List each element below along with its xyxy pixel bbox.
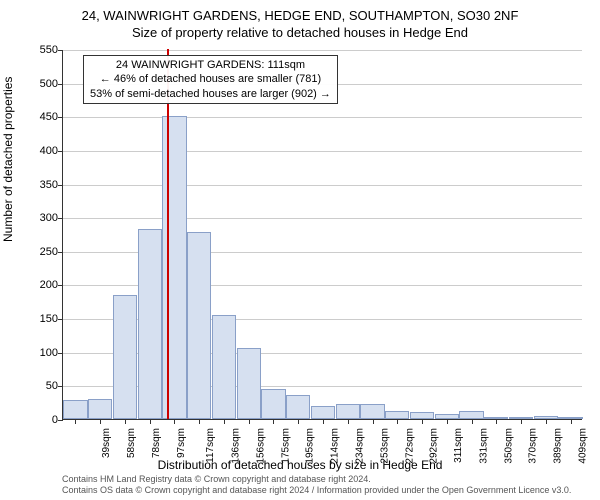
bar: [261, 389, 285, 419]
x-tick-label: 272sqm: [404, 428, 415, 464]
x-tick-mark: [273, 419, 274, 424]
bar: [286, 395, 310, 419]
x-tick-label: 370sqm: [528, 428, 539, 464]
x-tick-mark: [100, 419, 101, 424]
x-tick-label: 156sqm: [256, 428, 267, 464]
bar: [435, 414, 459, 419]
x-tick-label: 234sqm: [355, 428, 366, 464]
bar: [509, 417, 533, 419]
y-tick-label: 200: [28, 279, 58, 291]
x-tick-mark: [249, 419, 250, 424]
x-tick-mark: [150, 419, 151, 424]
x-tick-label: 195sqm: [305, 428, 316, 464]
x-tick-mark: [125, 419, 126, 424]
x-tick-mark: [546, 419, 547, 424]
bar: [484, 417, 508, 419]
x-tick-mark: [199, 419, 200, 424]
bar: [534, 416, 558, 419]
y-tick-label: 50: [28, 380, 58, 392]
bar: [113, 295, 137, 419]
bar: [336, 404, 360, 419]
y-tick-label: 550: [28, 44, 58, 56]
annotation-box: 24 WAINWRIGHT GARDENS: 111sqm ← 46% of d…: [83, 55, 338, 104]
y-tick-label: 300: [28, 212, 58, 224]
x-tick-mark: [571, 419, 572, 424]
footer-line2: Contains OS data © Crown copyright and d…: [62, 485, 571, 496]
y-tick-mark: [58, 420, 63, 421]
gridline: [63, 50, 582, 51]
x-tick-mark: [224, 419, 225, 424]
y-tick-label: 400: [28, 145, 58, 157]
x-tick-mark: [422, 419, 423, 424]
y-tick-label: 500: [28, 78, 58, 90]
x-tick-label: 136sqm: [231, 428, 242, 464]
x-tick-label: 389sqm: [553, 428, 564, 464]
gridline: [63, 185, 582, 186]
bar: [88, 399, 112, 419]
bar: [63, 400, 87, 419]
annotation-line3: 53% of semi-detached houses are larger (…: [90, 87, 331, 101]
x-tick-mark: [397, 419, 398, 424]
footer-text: Contains HM Land Registry data © Crown c…: [62, 474, 571, 496]
x-tick-mark: [75, 419, 76, 424]
y-tick-label: 250: [28, 246, 58, 258]
plot-area: 24 WAINWRIGHT GARDENS: 111sqm ← 46% of d…: [62, 50, 582, 420]
x-tick-mark: [323, 419, 324, 424]
y-tick-label: 450: [28, 111, 58, 123]
bar: [385, 411, 409, 419]
marker-line: [167, 49, 169, 419]
bar: [162, 116, 186, 419]
x-tick-label: 175sqm: [280, 428, 291, 464]
bar: [138, 229, 162, 419]
bar: [558, 417, 582, 419]
x-tick-label: 409sqm: [577, 428, 588, 464]
x-tick-mark: [298, 419, 299, 424]
x-tick-label: 331sqm: [478, 428, 489, 464]
chart-container: 24, WAINWRIGHT GARDENS, HEDGE END, SOUTH…: [0, 0, 600, 500]
y-axis-label: Number of detached properties: [1, 77, 15, 242]
x-tick-label: 39sqm: [101, 428, 112, 458]
x-tick-label: 253sqm: [379, 428, 390, 464]
x-tick-label: 78sqm: [151, 428, 162, 458]
x-tick-label: 214sqm: [330, 428, 341, 464]
bar: [410, 412, 434, 419]
x-tick-mark: [174, 419, 175, 424]
chart-title-main: 24, WAINWRIGHT GARDENS, HEDGE END, SOUTH…: [0, 0, 600, 23]
x-tick-label: 311sqm: [453, 428, 464, 463]
y-tick-label: 350: [28, 179, 58, 191]
x-tick-label: 97sqm: [176, 428, 187, 458]
gridline: [63, 218, 582, 219]
bar: [212, 315, 236, 419]
x-tick-mark: [373, 419, 374, 424]
x-tick-label: 292sqm: [429, 428, 440, 464]
x-tick-label: 58sqm: [126, 428, 137, 458]
x-tick-mark: [447, 419, 448, 424]
annotation-line2: ← 46% of detached houses are smaller (78…: [90, 72, 331, 86]
x-tick-label: 117sqm: [205, 428, 216, 463]
y-tick-label: 100: [28, 347, 58, 359]
bar: [360, 404, 384, 419]
bar: [237, 348, 261, 419]
bar: [311, 406, 335, 419]
chart-title-sub: Size of property relative to detached ho…: [0, 23, 600, 40]
y-tick-label: 0: [28, 414, 58, 426]
x-tick-mark: [521, 419, 522, 424]
y-tick-label: 150: [28, 313, 58, 325]
bar: [187, 232, 211, 419]
bar: [459, 411, 483, 419]
annotation-line1: 24 WAINWRIGHT GARDENS: 111sqm: [90, 58, 331, 72]
x-tick-label: 350sqm: [503, 428, 514, 464]
gridline: [63, 151, 582, 152]
x-tick-mark: [496, 419, 497, 424]
x-tick-mark: [472, 419, 473, 424]
x-tick-mark: [348, 419, 349, 424]
gridline: [63, 117, 582, 118]
footer-line1: Contains HM Land Registry data © Crown c…: [62, 474, 571, 485]
